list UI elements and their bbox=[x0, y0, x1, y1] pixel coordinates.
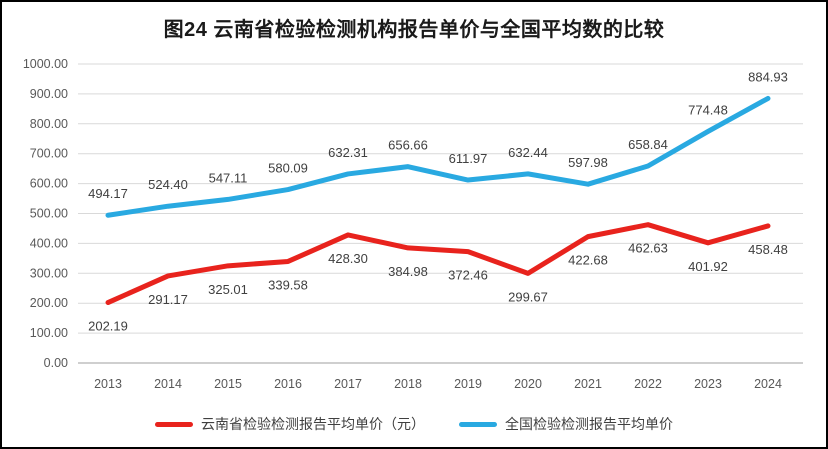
y-axis-tick-label: 100.00 bbox=[30, 326, 68, 340]
x-axis-tick-label: 2017 bbox=[334, 377, 362, 391]
national-line-swatch bbox=[459, 421, 497, 427]
y-axis-tick-label: 300.00 bbox=[30, 266, 68, 280]
data-label: 428.30 bbox=[328, 251, 368, 266]
data-label: 611.97 bbox=[449, 151, 488, 166]
data-label: 547.11 bbox=[209, 170, 248, 185]
x-axis-tick-label: 2023 bbox=[694, 377, 722, 391]
x-axis-tick-label: 2014 bbox=[154, 377, 182, 391]
x-axis-tick-label: 2015 bbox=[214, 377, 242, 391]
y-axis-tick-label: 800.00 bbox=[30, 117, 68, 131]
y-axis-tick-label: 200.00 bbox=[30, 296, 68, 310]
data-label: 202.19 bbox=[88, 319, 128, 334]
x-axis-tick-label: 2019 bbox=[454, 377, 482, 391]
series-line-yunnan bbox=[105, 222, 771, 306]
data-label: 632.44 bbox=[508, 145, 548, 160]
x-axis-tick-label: 2022 bbox=[634, 377, 662, 391]
x-axis-tick-label: 2024 bbox=[754, 377, 782, 391]
x-axis-tick-label: 2013 bbox=[94, 377, 122, 391]
data-label: 632.31 bbox=[328, 145, 368, 160]
y-axis-tick-label: 900.00 bbox=[30, 87, 68, 101]
legend-label-national: 全国检验检测报告平均单价 bbox=[505, 416, 673, 432]
data-label: 656.66 bbox=[388, 138, 428, 153]
data-label: 384.98 bbox=[388, 264, 428, 279]
legend-item-yunnan: 云南省检验检测报告平均单价（元） bbox=[155, 414, 425, 434]
x-axis-tick-label: 2018 bbox=[394, 377, 422, 391]
x-axis-tick-label: 2021 bbox=[574, 377, 602, 391]
yunnan-line-swatch bbox=[155, 421, 193, 427]
y-axis-tick-label: 700.00 bbox=[30, 147, 68, 161]
x-axis-tick-label: 2020 bbox=[514, 377, 542, 391]
legend-item-national: 全国检验检测报告平均单价 bbox=[459, 414, 673, 434]
data-label: 884.93 bbox=[748, 69, 788, 84]
y-axis-tick-label: 600.00 bbox=[30, 177, 68, 191]
chart-title: 图24 云南省检验检测机构报告单价与全国平均数的比较 bbox=[163, 19, 665, 41]
series-line-national bbox=[105, 95, 771, 218]
data-label: 580.09 bbox=[268, 161, 308, 176]
y-axis-tick-label: 1000.00 bbox=[23, 57, 68, 71]
y-axis-tick-label: 400.00 bbox=[30, 236, 68, 250]
data-label: 458.48 bbox=[748, 242, 788, 257]
legend-label-yunnan: 云南省检验检测报告平均单价（元） bbox=[201, 416, 425, 432]
data-label: 597.98 bbox=[568, 155, 608, 170]
data-label: 524.40 bbox=[148, 177, 188, 192]
data-label: 339.58 bbox=[268, 277, 308, 292]
data-label: 401.92 bbox=[688, 259, 728, 274]
data-label: 774.48 bbox=[688, 102, 728, 117]
chart-legend: 云南省检验检测报告平均单价（元） 全国检验检测报告平均单价 bbox=[2, 411, 826, 437]
data-label: 372.46 bbox=[448, 268, 488, 283]
data-label: 658.84 bbox=[628, 137, 668, 152]
y-axis-tick-label: 0.00 bbox=[44, 356, 68, 370]
data-label: 494.17 bbox=[88, 186, 128, 201]
data-label: 462.63 bbox=[628, 241, 668, 256]
data-label: 422.68 bbox=[568, 253, 608, 268]
y-axis-tick-label: 500.00 bbox=[30, 207, 68, 221]
x-axis-tick-label: 2016 bbox=[274, 377, 302, 391]
data-label: 291.17 bbox=[148, 292, 188, 307]
data-label: 325.01 bbox=[208, 282, 248, 297]
data-label: 299.67 bbox=[508, 289, 548, 304]
